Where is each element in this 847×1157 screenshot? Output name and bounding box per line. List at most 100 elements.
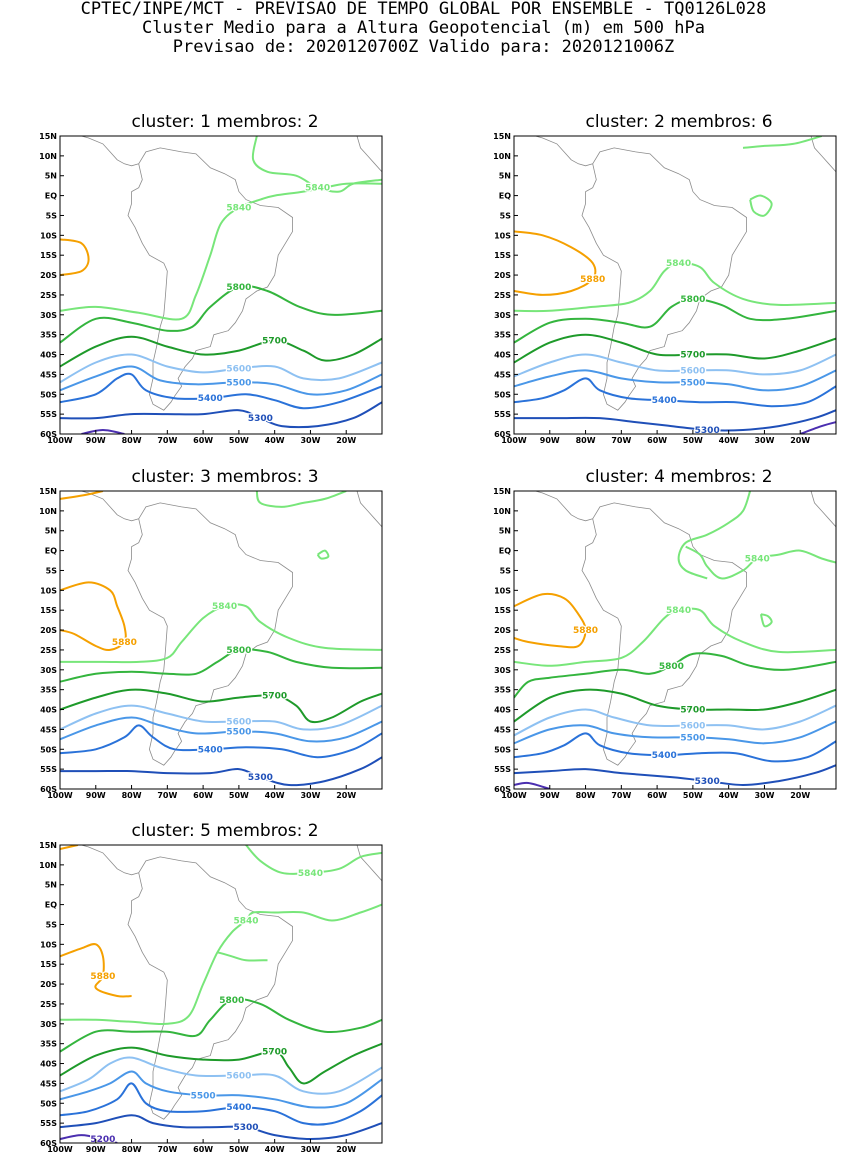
lon-tick-label: 70W bbox=[157, 791, 177, 800]
panel-title: cluster: 2 membros: 6 bbox=[585, 112, 773, 132]
contour-5840-2 bbox=[742, 136, 822, 149]
lat-tick-label: 25S bbox=[494, 646, 511, 655]
contour-5400-7 bbox=[60, 372, 382, 410]
contour-5500-8 bbox=[60, 716, 382, 743]
lon-tick-label: 80W bbox=[122, 436, 142, 445]
contour-5800-5 bbox=[60, 998, 382, 1053]
lat-tick-label: 50S bbox=[40, 745, 57, 754]
contour-5500-6 bbox=[60, 365, 382, 396]
contour-5200-11 bbox=[60, 1134, 118, 1143]
lat-tick-label: 5N bbox=[45, 881, 57, 890]
lon-tick-label: 60W bbox=[647, 436, 667, 445]
contour-5400-9 bbox=[514, 732, 836, 763]
lon-tick-label: 90W bbox=[540, 791, 560, 800]
lat-tick-label: 30S bbox=[40, 1020, 57, 1029]
contour-label-5700: 5700 bbox=[262, 692, 287, 702]
lon-tick-label: 60W bbox=[193, 1145, 213, 1154]
contour-label-5880: 5880 bbox=[112, 638, 137, 648]
lat-tick-label: 45S bbox=[40, 370, 57, 379]
contour-5840-3 bbox=[749, 194, 773, 217]
coastline-0 bbox=[127, 147, 293, 411]
plot-area bbox=[514, 136, 836, 434]
lon-tick-label: 90W bbox=[86, 791, 106, 800]
contour-label-5600: 5600 bbox=[680, 721, 705, 731]
lon-tick-label: 40W bbox=[719, 791, 739, 800]
lat-tick-label: 15S bbox=[494, 606, 511, 615]
coastline-0 bbox=[127, 856, 293, 1120]
lat-tick-label: EQ bbox=[45, 192, 57, 201]
contour-label-5400: 5400 bbox=[652, 751, 677, 761]
lat-tick-label: 20S bbox=[40, 626, 57, 635]
lon-tick-label: 60W bbox=[647, 791, 667, 800]
contour-label-5300: 5300 bbox=[248, 414, 273, 424]
lat-tick-label: 30S bbox=[494, 311, 511, 320]
contour-label-5880: 5880 bbox=[90, 972, 115, 982]
contour-label-5700: 5700 bbox=[262, 337, 287, 347]
contour-label-5200: 5200 bbox=[90, 1135, 115, 1145]
lat-tick-label: 60S bbox=[40, 785, 57, 794]
contour-5800-5 bbox=[514, 652, 836, 699]
header-line-2: Cluster Medio para a Altura Geopotencial… bbox=[142, 18, 705, 38]
contour-label-5840: 5840 bbox=[666, 259, 691, 269]
lat-tick-label: 50S bbox=[40, 1099, 57, 1108]
lon-tick-label: 50W bbox=[683, 436, 703, 445]
contour-5300-8 bbox=[60, 401, 382, 429]
lat-tick-label: 15S bbox=[40, 251, 57, 260]
lat-tick-label: 15S bbox=[40, 960, 57, 969]
contour-label-5840: 5840 bbox=[212, 602, 237, 612]
lat-tick-label: 55S bbox=[40, 765, 57, 774]
lat-tick-label: 25S bbox=[40, 1000, 57, 1009]
header-line-3: Previsao de: 2020120700Z Valido para: 20… bbox=[172, 37, 675, 57]
lat-tick-label: 35S bbox=[494, 686, 511, 695]
lat-tick-label: 10S bbox=[494, 231, 511, 240]
lat-tick-label: 5S bbox=[46, 566, 58, 575]
lon-tick-label: 40W bbox=[719, 436, 739, 445]
contour-5800-3 bbox=[60, 285, 382, 344]
panel-title: cluster: 5 membros: 2 bbox=[131, 821, 319, 841]
lat-tick-label: 40S bbox=[494, 706, 511, 715]
contour-5600-7 bbox=[60, 1056, 382, 1095]
coastline-2 bbox=[810, 491, 836, 531]
contour-label-5400: 5400 bbox=[226, 1103, 251, 1113]
lat-tick-label: 55S bbox=[494, 410, 511, 419]
lat-tick-label: 55S bbox=[40, 410, 57, 419]
lat-tick-label: 60S bbox=[494, 785, 511, 794]
plot-area bbox=[60, 136, 382, 434]
contour-label-5700: 5700 bbox=[680, 706, 705, 716]
contour-5800-5 bbox=[60, 648, 382, 683]
coastline-2 bbox=[810, 136, 836, 176]
lat-tick-label: 15N bbox=[493, 487, 511, 496]
coastline-1 bbox=[79, 491, 139, 522]
contour-5200-11 bbox=[514, 781, 551, 789]
contour-5700-6 bbox=[514, 688, 836, 723]
lat-tick-label: 60S bbox=[40, 430, 57, 439]
contour-label-5600: 5600 bbox=[226, 1071, 251, 1081]
contour-label-5400: 5400 bbox=[652, 396, 677, 406]
contour-5700-6 bbox=[60, 1042, 382, 1085]
coastline-0 bbox=[127, 502, 293, 766]
contour-5800-4 bbox=[514, 297, 836, 344]
lat-tick-label: 45S bbox=[40, 1079, 57, 1088]
contour-label-5600: 5600 bbox=[226, 717, 251, 727]
coastline-2 bbox=[356, 136, 382, 176]
contour-5600-7 bbox=[514, 704, 836, 737]
panel-title: cluster: 3 membros: 3 bbox=[131, 467, 319, 487]
lat-tick-label: 30S bbox=[40, 666, 57, 675]
lon-tick-label: 30W bbox=[300, 791, 320, 800]
plot-frame bbox=[59, 844, 383, 1144]
lon-tick-label: 50W bbox=[229, 791, 249, 800]
contour-5700-4 bbox=[60, 335, 382, 368]
lon-tick-label: 90W bbox=[540, 436, 560, 445]
lat-tick-label: 10S bbox=[40, 940, 57, 949]
lon-tick-label: 100W bbox=[47, 791, 73, 800]
coastline-0 bbox=[581, 147, 747, 411]
coastline-1 bbox=[533, 136, 593, 167]
lat-tick-label: 5S bbox=[46, 211, 58, 220]
lon-tick-label: 80W bbox=[576, 436, 596, 445]
contour-5840-3 bbox=[677, 491, 752, 580]
cluster-panel-1: cluster: 1 membros: 2 5840 5840 5800 5700 56… bbox=[39, 112, 390, 445]
lat-tick-label: 15N bbox=[39, 487, 57, 496]
lat-tick-label: 5S bbox=[46, 920, 58, 929]
contour-5500-8 bbox=[60, 1070, 382, 1109]
lon-tick-label: 80W bbox=[576, 791, 596, 800]
